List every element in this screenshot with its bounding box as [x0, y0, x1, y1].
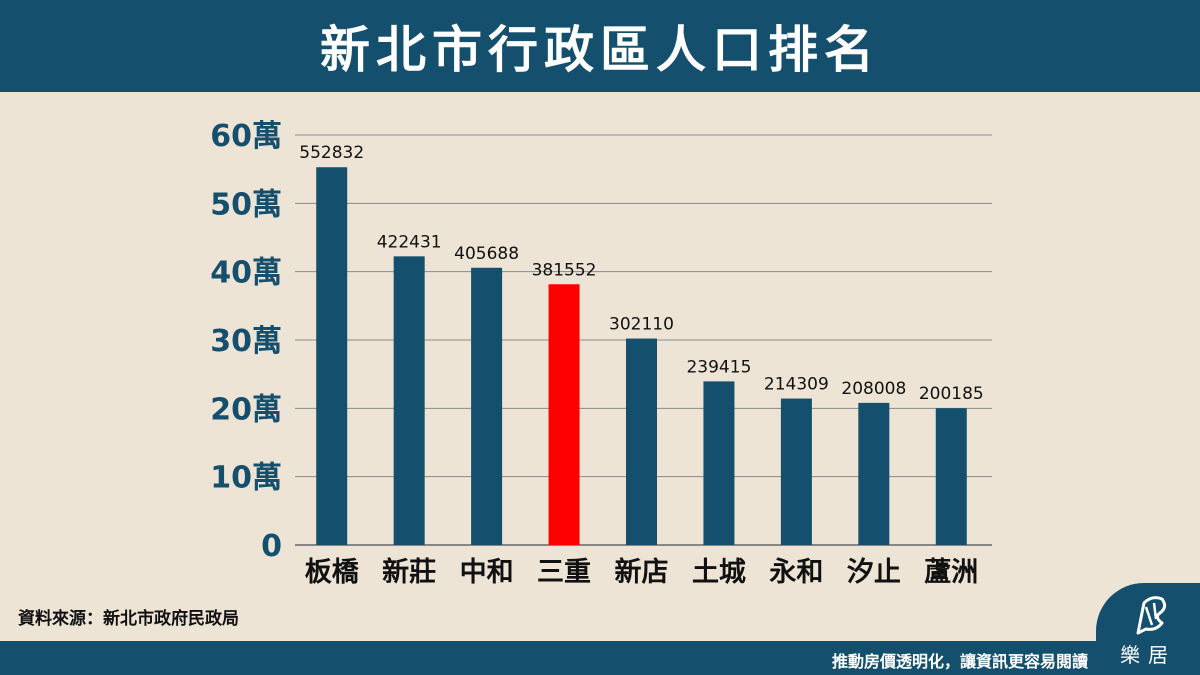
bar [626, 338, 657, 545]
bar [858, 402, 890, 545]
x-tick-label: 汐止 [847, 556, 901, 588]
x-tick-label: 土城 [692, 557, 746, 588]
data-label: 422431 [377, 232, 442, 252]
bar [393, 256, 425, 545]
footer-bar: 推動房價透明化，讓資訊更容易閱讀 [0, 641, 1200, 675]
x-tick-label: 永和 [768, 557, 823, 588]
data-label: 381552 [532, 260, 597, 280]
x-tick-label: 三重 [537, 557, 591, 588]
y-tick-label: 20萬 [210, 392, 282, 427]
data-label: 214309 [764, 375, 829, 395]
y-tick-label: 10萬 [210, 461, 282, 496]
bar [548, 284, 580, 545]
data-label: 552832 [299, 143, 364, 163]
y-tick-label: 30萬 [210, 324, 282, 359]
bar [316, 167, 348, 545]
y-tick-label: 50萬 [210, 187, 282, 222]
data-label: 405688 [454, 244, 519, 264]
data-label: 200185 [919, 384, 984, 404]
y-tick-label: 0 [261, 529, 282, 564]
x-tick-label: 板橋 [305, 557, 360, 588]
x-tick-label: 蘆洲 [924, 557, 978, 588]
x-tick-label: 新店 [615, 556, 669, 588]
y-tick-label: 40萬 [210, 256, 282, 291]
footer-slogan: 推動房價透明化，讓資訊更容易閱讀 [831, 652, 1088, 671]
bar [703, 381, 735, 545]
logo: 樂居 [1096, 583, 1200, 675]
bar [935, 408, 967, 545]
y-tick-label: 60萬 [210, 119, 282, 154]
bar [780, 398, 812, 545]
x-tick-label: 中和 [460, 557, 514, 588]
bar [471, 267, 503, 545]
header-bar: 新北市行政區人口排名 [0, 0, 1200, 92]
bar-chart: 0 10萬 20萬 30萬 40萬 50萬 60萬 552832 板橋 422431 新莊 40568… [210, 119, 992, 588]
data-label: 208008 [841, 379, 906, 399]
x-tick-label: 新莊 [382, 556, 436, 588]
data-label: 302110 [609, 315, 674, 335]
logo-text: 樂居 [1120, 643, 1176, 667]
data-label: 239415 [686, 357, 751, 377]
source-note: 資料來源：新北市政府民政局 [18, 609, 239, 629]
page-title: 新北市行政區人口排名 [320, 21, 880, 79]
tree-icon [1136, 596, 1167, 635]
